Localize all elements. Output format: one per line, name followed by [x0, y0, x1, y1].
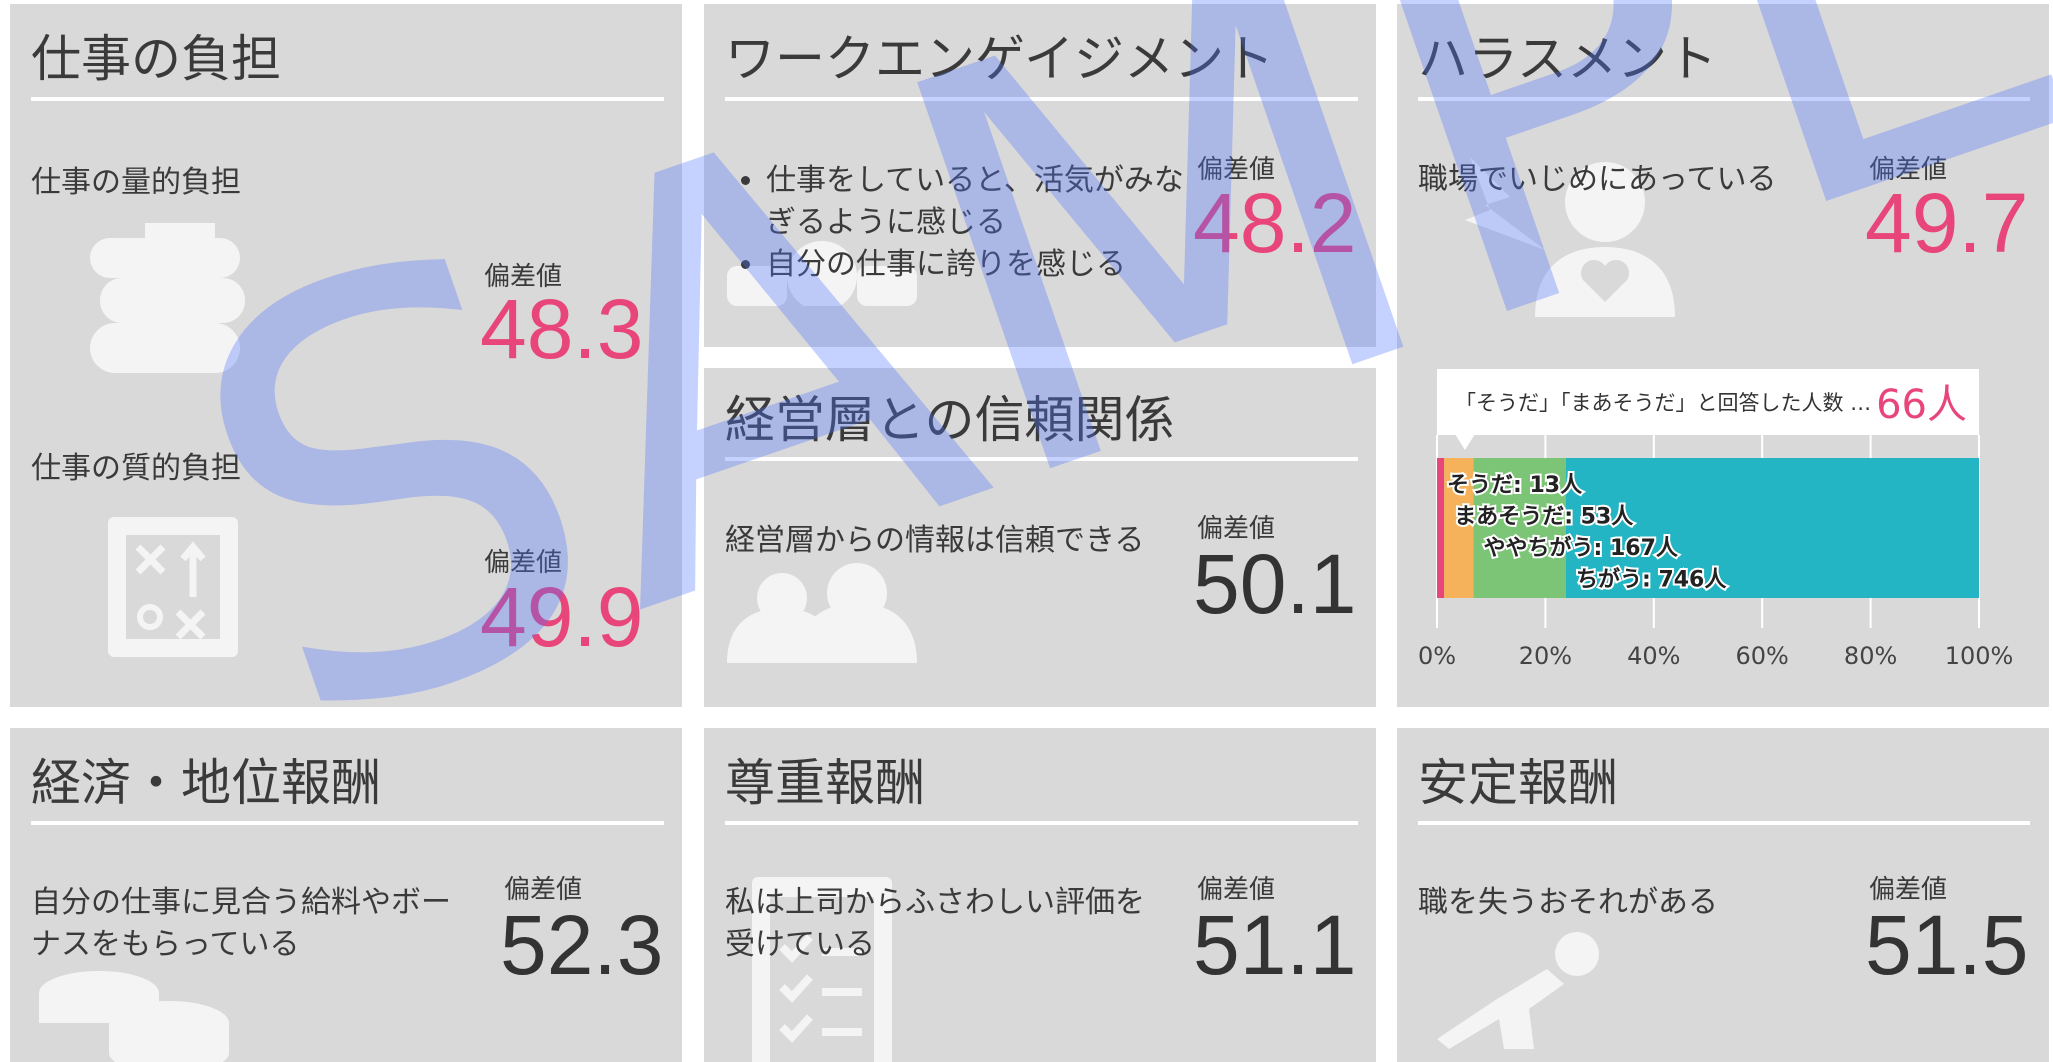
segment-label: まあそうだ: 53人: [1454, 505, 1633, 530]
checklist-icon: [752, 877, 892, 1062]
panel: 経営層との信頼関係 経営層からの情報は信頼できる 偏差値 50.1: [704, 368, 1376, 707]
panel: 経済・地位報酬 自分の仕事に見合う給料やボーナスをもらっている 偏差値 52.3: [10, 728, 682, 1062]
score-label: 偏差値: [504, 875, 583, 905]
title-rule: [725, 821, 1358, 825]
x-tick-label: 40%: [1627, 642, 1680, 670]
question: 職を失うおそれがある: [1418, 885, 1718, 920]
bar-segment: [1437, 458, 1445, 598]
panel-title: ハラスメント: [1418, 30, 1717, 88]
callout-box: [1437, 369, 1979, 435]
bar-segment: [1444, 458, 1474, 598]
panel-title: 経済・地位報酬: [31, 754, 381, 812]
panel-title: 尊重報酬: [725, 754, 925, 812]
title-rule: [1418, 821, 2030, 825]
question: 職場でいじめにあっている: [1418, 162, 1777, 197]
score-label: 偏差値: [484, 262, 563, 292]
question: 仕事の質的負担: [31, 451, 241, 486]
panel-title: 仕事の負担: [31, 30, 281, 88]
panel-title: 経営層との信頼関係: [725, 391, 1175, 449]
score-value: 48.2: [1193, 176, 1357, 270]
score-value: 51.1: [1193, 898, 1357, 992]
score-value: 52.3: [500, 898, 664, 992]
title-rule: [31, 97, 664, 101]
coins-icon: [39, 971, 229, 1062]
question: 仕事の量的負担: [31, 165, 241, 200]
score-label: 偏差値: [1197, 875, 1276, 905]
score-label: 偏差値: [1197, 155, 1276, 185]
person-icon: [1437, 932, 1599, 1049]
title-rule: [725, 457, 1358, 461]
question: 私は上司からふさわしい評価を受けている: [725, 885, 1145, 962]
score-value: 49.7: [1865, 176, 2029, 270]
bullet: 自分の仕事に誇りを感じる: [766, 244, 1191, 286]
callout-value: 66人: [1876, 382, 1967, 428]
strategy-icon: [108, 517, 238, 657]
harassment-icon: [1465, 157, 1675, 317]
score-value: 48.3: [480, 282, 644, 376]
x-tick-label: 0%: [1418, 642, 1456, 670]
stacked-bar-chart: 「そうだ」「まあそうだ」と回答した人数 … 66人 0% 20% 40% 60% 80% 10…: [1418, 369, 2014, 670]
segment-label: ややちがう: 167人: [1484, 535, 1678, 561]
x-tick-label: 60%: [1736, 642, 1789, 670]
panel-title: ワークエンゲイジメント: [725, 30, 1274, 88]
question: 経営層からの情報は信頼できる: [725, 523, 1145, 558]
title-rule: [31, 821, 664, 825]
panel: 仕事の負担 仕事の量的負担 偏差値 48.3 仕事の質的負担 偏差値 49.9: [10, 4, 682, 707]
people-icon: [727, 563, 917, 663]
callout-text: 「そうだ」「まあそうだ」と回答した人数 …: [1455, 391, 1871, 415]
score-value: 51.5: [1865, 898, 2029, 992]
panel: 尊重報酬 私は上司からふさわしい評価を受けている 偏差値 51.1: [704, 728, 1376, 1062]
title-rule: [1418, 97, 2030, 101]
panel: ワークエンゲイジメント 仕事をしていると、活気がみなぎるように感じる 自分の仕事…: [704, 4, 1376, 347]
score-value: 49.9: [480, 570, 644, 664]
panel: ハラスメント 職場でいじめにあっている 偏差値 49.7 「そうだ」「まあそうだ…: [1397, 4, 2049, 707]
segment-label: そうだ: 13人: [1447, 473, 1582, 498]
person-icon: [727, 241, 917, 306]
x-tick-label: 20%: [1519, 642, 1572, 670]
callout-pointer: [1455, 434, 1475, 450]
bar-segment: [1565, 458, 1979, 598]
bullet: 仕事をしていると、活気がみなぎるように感じる: [766, 160, 1191, 244]
score-label: 偏差値: [1869, 155, 1948, 185]
score-label: 偏差値: [484, 548, 563, 578]
question: 自分の仕事に見合う給料やボーナスをもらっている: [31, 885, 451, 962]
panel: 安定報酬 職を失うおそれがある 偏差値 51.5: [1397, 728, 2049, 1062]
x-tick-label: 80%: [1844, 642, 1897, 670]
score-label: 偏差値: [1869, 875, 1948, 905]
score-label: 偏差値: [1197, 514, 1276, 544]
books-icon: [90, 223, 245, 373]
score-value: 50.1: [1193, 537, 1357, 631]
panel-title: 安定報酬: [1418, 754, 1618, 812]
segment-label: ちがう: 746人: [1576, 567, 1726, 593]
title-rule: [725, 97, 1358, 101]
x-tick-label: 100%: [1945, 642, 2014, 670]
bullet-list: 仕事をしていると、活気がみなぎるように感じる 自分の仕事に誇りを感じる: [737, 160, 1191, 286]
bar-segment: [1473, 458, 1566, 598]
